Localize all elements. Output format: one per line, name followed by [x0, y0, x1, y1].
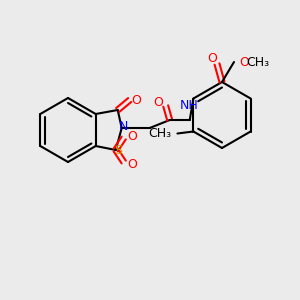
Text: O: O — [239, 56, 249, 68]
Text: O: O — [207, 52, 217, 65]
Text: CH₃: CH₃ — [148, 127, 171, 140]
Text: O: O — [127, 130, 137, 142]
Text: CH₃: CH₃ — [246, 56, 270, 68]
Text: S: S — [114, 145, 122, 158]
Text: NH: NH — [180, 99, 199, 112]
Text: O: O — [127, 158, 137, 170]
Text: O: O — [153, 95, 163, 109]
Text: N: N — [119, 121, 128, 134]
Text: O: O — [131, 94, 141, 106]
